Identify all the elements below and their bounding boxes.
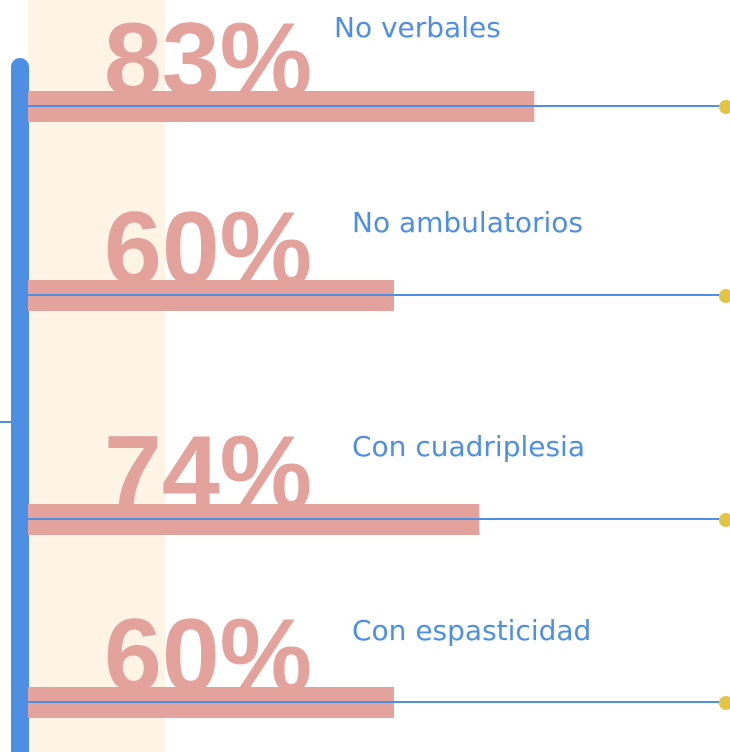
category-label: Con cuadriplesia <box>352 430 585 463</box>
timeline-bar <box>11 58 29 752</box>
leader-dot <box>719 513 730 527</box>
category-label: No ambulatorios <box>352 206 583 239</box>
category-label: Con espasticidad <box>352 614 591 647</box>
leader-dot <box>719 100 730 114</box>
category-label: No verbales <box>334 11 501 44</box>
background-column <box>28 0 165 752</box>
leader-dot <box>719 289 730 303</box>
leader-dot <box>719 696 730 710</box>
